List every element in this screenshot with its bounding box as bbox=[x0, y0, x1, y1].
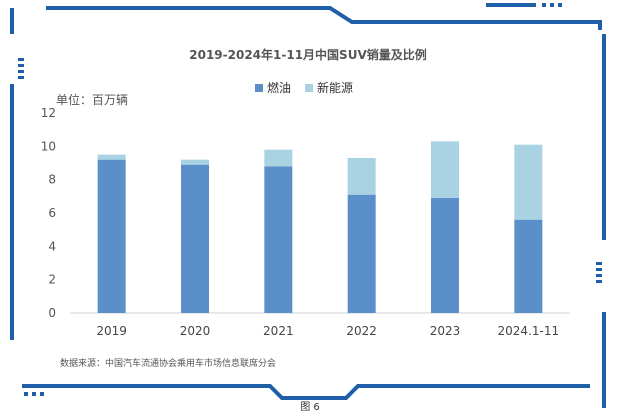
bar-nev bbox=[181, 159, 209, 165]
x-tick-label: 2020 bbox=[180, 324, 211, 338]
y-tick-label: 2 bbox=[48, 273, 56, 287]
bar-fuel bbox=[514, 219, 543, 313]
bar-fuel bbox=[181, 164, 209, 313]
y-tick-label: 10 bbox=[41, 139, 56, 153]
bar-fuel bbox=[347, 194, 376, 313]
bar-fuel bbox=[264, 166, 293, 313]
bar-nev bbox=[97, 154, 126, 160]
bar-nev bbox=[514, 144, 543, 220]
y-tick-label: 0 bbox=[48, 306, 56, 320]
x-tick-label: 2019 bbox=[96, 324, 127, 338]
x-tick-label: 2023 bbox=[430, 324, 461, 338]
chart-title: 2019-2024年1-11月中国SUV销量及比例 bbox=[189, 48, 427, 62]
x-tick-label: 2022 bbox=[346, 324, 377, 338]
y-tick-label: 12 bbox=[41, 106, 56, 120]
x-tick-label: 2021 bbox=[263, 324, 294, 338]
bar-fuel bbox=[431, 198, 459, 313]
unit-label: 单位：百万辆 bbox=[56, 93, 129, 107]
legend-swatch-fuel bbox=[255, 83, 263, 92]
y-tick-label: 8 bbox=[48, 173, 56, 187]
bar-nev bbox=[264, 149, 293, 167]
legend-label-nev: 新能源 bbox=[317, 81, 354, 95]
legend-item-fuel: 燃油 bbox=[255, 79, 291, 96]
legend-item-nev: 新能源 bbox=[305, 79, 353, 96]
legend-label-fuel: 燃油 bbox=[267, 81, 292, 95]
legend-swatch-nev bbox=[305, 83, 314, 92]
x-tick-label: 2024.1-11 bbox=[498, 324, 560, 338]
bar-nev bbox=[431, 141, 459, 198]
bar-fuel bbox=[97, 159, 126, 313]
figure-caption: 图 6 bbox=[300, 402, 320, 413]
y-tick-label: 4 bbox=[48, 239, 56, 253]
legend: 燃油 新能源 bbox=[255, 79, 353, 96]
source-note: 数据来源：中国汽车流通协会乘用车市场信息联席分会 bbox=[60, 359, 277, 369]
bar-nev bbox=[347, 158, 376, 195]
y-tick-label: 6 bbox=[48, 206, 56, 220]
